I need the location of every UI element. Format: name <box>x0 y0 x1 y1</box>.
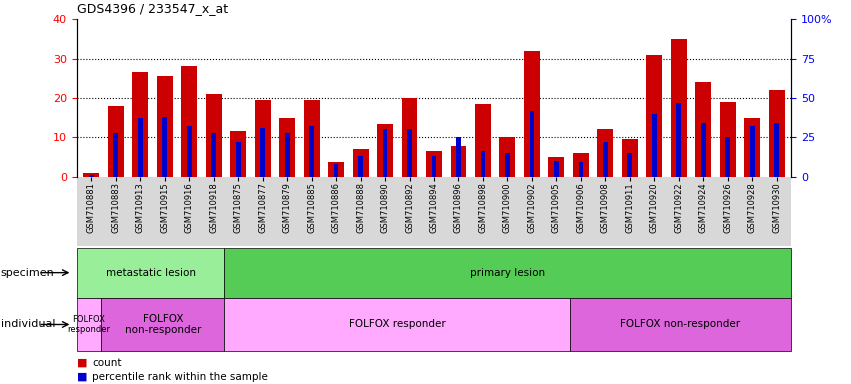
Bar <box>579 162 583 177</box>
Bar <box>181 66 197 177</box>
Bar <box>377 124 393 177</box>
Bar <box>725 137 730 177</box>
Bar <box>500 137 516 177</box>
Text: ■: ■ <box>77 358 87 368</box>
Bar <box>138 118 143 177</box>
Bar <box>108 106 123 177</box>
Bar <box>83 173 100 177</box>
Bar <box>187 126 191 177</box>
Bar <box>450 146 466 177</box>
Bar <box>671 39 687 177</box>
Bar <box>309 126 314 177</box>
Bar <box>426 151 442 177</box>
Bar <box>603 142 608 177</box>
Bar <box>358 156 363 177</box>
Bar <box>279 118 295 177</box>
Bar <box>720 102 736 177</box>
Bar <box>383 129 387 177</box>
Bar <box>402 98 418 177</box>
Bar <box>475 104 491 177</box>
Bar <box>524 51 540 177</box>
Bar <box>505 153 510 177</box>
Bar <box>407 129 412 177</box>
Bar <box>597 129 614 177</box>
Bar <box>652 114 657 177</box>
Bar <box>481 151 485 177</box>
Bar <box>254 100 271 177</box>
Bar <box>745 118 760 177</box>
Bar <box>554 161 559 177</box>
Bar <box>163 117 167 177</box>
Bar <box>285 132 289 177</box>
Bar <box>157 76 173 177</box>
Text: primary lesion: primary lesion <box>471 268 545 278</box>
Bar <box>750 126 755 177</box>
Bar <box>774 123 780 177</box>
Bar <box>211 132 216 177</box>
Bar <box>113 132 118 177</box>
Bar <box>431 156 437 177</box>
Bar <box>695 82 711 177</box>
Text: count: count <box>92 358 122 368</box>
Bar <box>260 128 265 177</box>
Text: FOLFOX responder: FOLFOX responder <box>349 319 445 329</box>
Text: GDS4396 / 233547_x_at: GDS4396 / 233547_x_at <box>77 2 228 15</box>
Text: percentile rank within the sample: percentile rank within the sample <box>92 372 268 382</box>
Text: FOLFOX
non-responder: FOLFOX non-responder <box>125 314 201 335</box>
Bar <box>768 90 785 177</box>
Text: metastatic lesion: metastatic lesion <box>106 268 196 278</box>
Bar <box>647 55 662 177</box>
Text: specimen: specimen <box>1 268 54 278</box>
Bar <box>573 153 589 177</box>
Bar <box>529 111 534 177</box>
Bar <box>132 72 148 177</box>
Bar <box>231 131 246 177</box>
Text: ■: ■ <box>77 372 87 382</box>
Bar <box>236 142 241 177</box>
Text: individual: individual <box>1 319 55 329</box>
Bar <box>328 162 344 177</box>
Bar <box>627 153 632 177</box>
Bar <box>334 164 339 177</box>
Bar <box>352 149 368 177</box>
Bar <box>622 139 637 177</box>
Text: FOLFOX
responder: FOLFOX responder <box>67 315 111 334</box>
Bar <box>701 123 705 177</box>
Bar <box>206 94 221 177</box>
Bar <box>89 175 94 177</box>
Text: FOLFOX non-responder: FOLFOX non-responder <box>620 319 740 329</box>
Bar <box>456 137 461 177</box>
Bar <box>677 103 681 177</box>
Bar <box>304 100 320 177</box>
Bar <box>548 157 564 177</box>
